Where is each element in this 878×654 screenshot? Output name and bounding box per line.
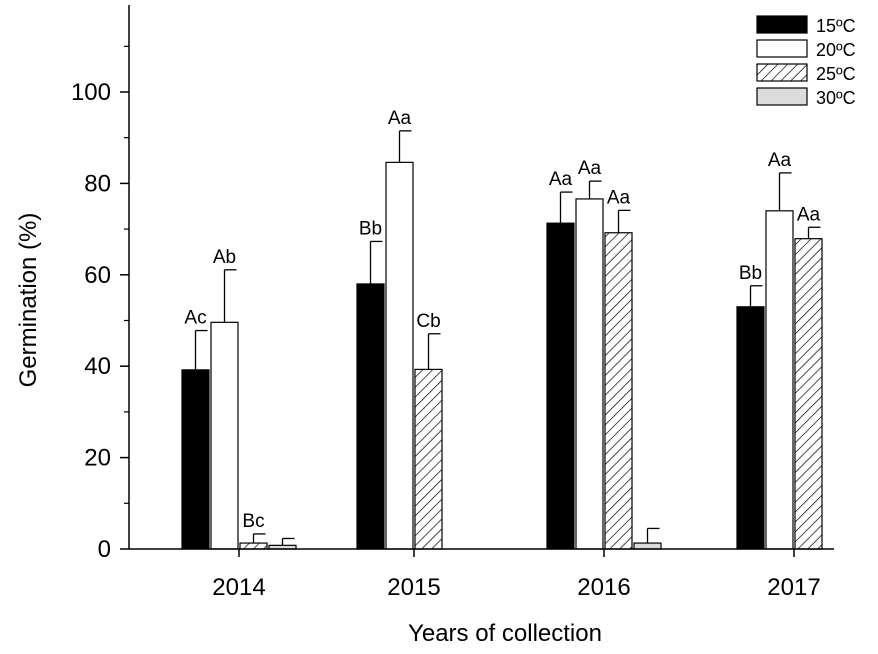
x-tick-label: 2016 (577, 574, 630, 601)
bar (210, 321, 239, 550)
legend-swatch (756, 15, 808, 34)
x-tick-label: 2014 (212, 574, 265, 601)
significance-label: Ac (184, 308, 206, 329)
significance-label: Aa (578, 158, 602, 179)
bar (546, 222, 575, 550)
significance-label: Aa (607, 187, 631, 208)
y-tick-label: 20 (84, 445, 111, 472)
significance-label: Bb (359, 218, 382, 239)
x-axis-title: Years of collection (408, 620, 602, 647)
significance-label: Cb (416, 311, 440, 332)
significance-label: Aa (797, 204, 821, 225)
significance-label: Aa (549, 169, 573, 190)
legend-swatch (756, 39, 808, 58)
legend-swatch (756, 87, 808, 106)
legend-label: 30ºC (816, 88, 856, 108)
x-tick-label: 2015 (387, 574, 440, 601)
significance-label: Bb (739, 263, 762, 284)
legend-label: 20ºC (816, 40, 856, 60)
y-tick-label: 0 (98, 536, 111, 563)
bar (736, 306, 765, 550)
bar (604, 232, 633, 550)
bar (385, 161, 414, 550)
legend: 15ºC 20ºC 25ºC 30ºC (756, 15, 856, 108)
significance-label: Bc (242, 511, 264, 532)
bar (794, 238, 823, 550)
y-tick-label: 40 (84, 353, 111, 380)
bar (575, 198, 604, 550)
y-tick-label: 80 (84, 170, 111, 197)
y-axis-title: Germination (%) (15, 213, 42, 388)
bar (356, 283, 385, 550)
bar (765, 210, 794, 550)
significance-label: Aa (388, 108, 412, 129)
legend-label: 25ºC (816, 64, 856, 84)
y-tick-label: 100 (71, 79, 111, 106)
bar (414, 368, 443, 550)
significance-label: Ab (213, 247, 236, 268)
axes-layer: 0 20 40 60 80 100 2014 2015 2016 2017 (71, 5, 834, 601)
bar (633, 542, 662, 550)
bar (239, 542, 268, 550)
legend-label: 15ºC (816, 16, 856, 36)
legend-swatch (756, 63, 808, 82)
x-tick-label: 2017 (767, 574, 820, 601)
y-tick-label: 60 (84, 262, 111, 289)
significance-label: Aa (768, 150, 792, 171)
bar (181, 369, 210, 550)
